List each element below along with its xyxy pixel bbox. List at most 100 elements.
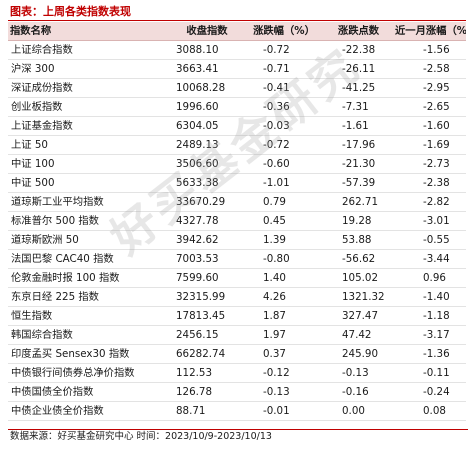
table-row: 韩国综合指数 2456.15 1.97 47.42 -3.17 <box>8 325 466 345</box>
close-value-cell: 4327.78 <box>168 211 246 231</box>
change-pct-cell: -0.41 <box>246 78 322 98</box>
column-header-month-change: 近一月涨幅（%） <box>395 22 466 41</box>
table-row: 印度孟买 Sensex30 指数 66282.74 0.37 245.90 -1.36 <box>8 344 466 364</box>
change-points-cell: -0.13 <box>322 363 395 383</box>
change-pct-cell: -0.13 <box>246 382 322 402</box>
change-pct-cell: -0.12 <box>246 363 322 383</box>
month-change-cell: -2.73 <box>395 154 466 174</box>
change-points-cell: -56.62 <box>322 249 395 269</box>
index-name-cell: 中债国债全价指数 <box>8 382 168 402</box>
close-value-cell: 7599.60 <box>168 268 246 288</box>
month-change-cell: -1.36 <box>395 344 466 364</box>
month-change-cell: -1.56 <box>395 40 466 60</box>
month-change-cell: -0.11 <box>395 363 466 383</box>
index-name-cell: 中债企业债全价指数 <box>8 401 168 421</box>
table-row: 中债国债全价指数 126.78 -0.13 -0.16 -0.24 <box>8 382 466 402</box>
change-pct-cell: -0.72 <box>246 135 322 155</box>
close-value-cell: 32315.99 <box>168 287 246 307</box>
change-points-cell: -7.31 <box>322 97 395 117</box>
table-row: 中债银行间债券总净价指数 112.53 -0.12 -0.13 -0.11 <box>8 363 466 383</box>
close-value-cell: 1996.60 <box>168 97 246 117</box>
change-pct-cell: -0.01 <box>246 401 322 421</box>
change-points-cell: 1321.32 <box>322 287 395 307</box>
table-row: 道琼斯欧洲 50 3942.62 1.39 53.88 -0.55 <box>8 230 466 250</box>
index-name-cell: 道琼斯工业平均指数 <box>8 192 168 212</box>
change-pct-cell: -1.01 <box>246 173 322 193</box>
change-pct-cell: -0.80 <box>246 249 322 269</box>
change-points-cell: -41.25 <box>322 78 395 98</box>
close-value-cell: 6304.05 <box>168 116 246 136</box>
table-row: 恒生指数 17813.45 1.87 327.47 -1.18 <box>8 306 466 326</box>
close-value-cell: 66282.74 <box>168 344 246 364</box>
change-pct-cell: 0.79 <box>246 192 322 212</box>
index-name-cell: 中债银行间债券总净价指数 <box>8 363 168 383</box>
close-value-cell: 2456.15 <box>168 325 246 345</box>
table-row: 标准普尔 500 指数 4327.78 0.45 19.28 -3.01 <box>8 211 466 231</box>
month-change-cell: -1.69 <box>395 135 466 155</box>
close-value-cell: 88.71 <box>168 401 246 421</box>
index-name-cell: 深证成份指数 <box>8 78 168 98</box>
close-value-cell: 2489.13 <box>168 135 246 155</box>
change-pct-cell: -0.72 <box>246 40 322 60</box>
month-change-cell: -2.82 <box>395 192 466 212</box>
month-change-cell: -0.55 <box>395 230 466 250</box>
close-value-cell: 33670.29 <box>168 192 246 212</box>
month-change-cell: -1.18 <box>395 306 466 326</box>
change-points-cell: 53.88 <box>322 230 395 250</box>
index-table: 指数名称 收盘指数 涨跌幅（%） 涨跌点数 近一月涨幅（%） 上证综合指数308… <box>8 22 466 421</box>
index-name-cell: 道琼斯欧洲 50 <box>8 230 168 250</box>
month-change-cell: -3.17 <box>395 325 466 345</box>
index-name-cell: 法国巴黎 CAC40 指数 <box>8 249 168 269</box>
close-value-cell: 3506.60 <box>168 154 246 174</box>
table-row: 创业板指数 1996.60 -0.36 -7.31 -2.65 <box>8 97 466 117</box>
month-change-cell: -1.60 <box>395 116 466 136</box>
change-points-cell: -22.38 <box>322 40 395 60</box>
change-points-cell: -0.16 <box>322 382 395 402</box>
table-row: 东京日经 225 指数 32315.99 4.26 1321.32 -1.40 <box>8 287 466 307</box>
change-pct-cell: 1.39 <box>246 230 322 250</box>
table-row: 中证 100 3506.60 -0.60 -21.30 -2.73 <box>8 154 466 174</box>
change-points-cell: -57.39 <box>322 173 395 193</box>
change-points-cell: -21.30 <box>322 154 395 174</box>
close-value-cell: 3663.41 <box>168 59 246 79</box>
change-pct-cell: 0.45 <box>246 211 322 231</box>
close-value-cell: 10068.28 <box>168 78 246 98</box>
change-pct-cell: -0.60 <box>246 154 322 174</box>
close-value-cell: 126.78 <box>168 382 246 402</box>
change-pct-cell: -0.03 <box>246 116 322 136</box>
change-points-cell: 19.28 <box>322 211 395 231</box>
index-name-cell: 标准普尔 500 指数 <box>8 211 168 231</box>
table-row: 沪深 300 3663.41 -0.71 -26.11 -2.58 <box>8 59 466 79</box>
table-header-row: 指数名称 收盘指数 涨跌幅（%） 涨跌点数 近一月涨幅（%） <box>8 22 466 41</box>
index-name-cell: 韩国综合指数 <box>8 325 168 345</box>
table-row: 伦敦金融时报 100 指数 7599.60 1.40 105.02 0.96 <box>8 268 466 288</box>
index-name-cell: 恒生指数 <box>8 306 168 326</box>
close-value-cell: 17813.45 <box>168 306 246 326</box>
index-name-cell: 东京日经 225 指数 <box>8 287 168 307</box>
month-change-cell: 0.96 <box>395 268 466 288</box>
change-points-cell: 327.47 <box>322 306 395 326</box>
table-row: 上证 50 2489.13 -0.72 -17.96 -1.69 <box>8 135 466 155</box>
close-value-cell: 7003.53 <box>168 249 246 269</box>
change-pct-cell: 1.97 <box>246 325 322 345</box>
index-name-cell: 伦敦金融时报 100 指数 <box>8 268 168 288</box>
change-pct-cell: -0.71 <box>246 59 322 79</box>
month-change-cell: -2.38 <box>395 173 466 193</box>
change-points-cell: 47.42 <box>322 325 395 345</box>
index-name-cell: 中证 100 <box>8 154 168 174</box>
table-row: 法国巴黎 CAC40 指数 7003.53 -0.80 -56.62 -3.44 <box>8 249 466 269</box>
index-name-cell: 中证 500 <box>8 173 168 193</box>
change-points-cell: -26.11 <box>322 59 395 79</box>
month-change-cell: -1.40 <box>395 287 466 307</box>
change-points-cell: -1.61 <box>322 116 395 136</box>
change-pct-cell: 1.40 <box>246 268 322 288</box>
close-value-cell: 5633.38 <box>168 173 246 193</box>
month-change-cell: 0.08 <box>395 401 466 421</box>
change-pct-cell: 0.37 <box>246 344 322 364</box>
column-header-name: 指数名称 <box>8 22 168 41</box>
month-change-cell: -0.24 <box>395 382 466 402</box>
change-pct-cell: 1.87 <box>246 306 322 326</box>
column-header-change-pct: 涨跌幅（%） <box>246 22 322 41</box>
change-points-cell: -17.96 <box>322 135 395 155</box>
close-value-cell: 3088.10 <box>168 40 246 60</box>
